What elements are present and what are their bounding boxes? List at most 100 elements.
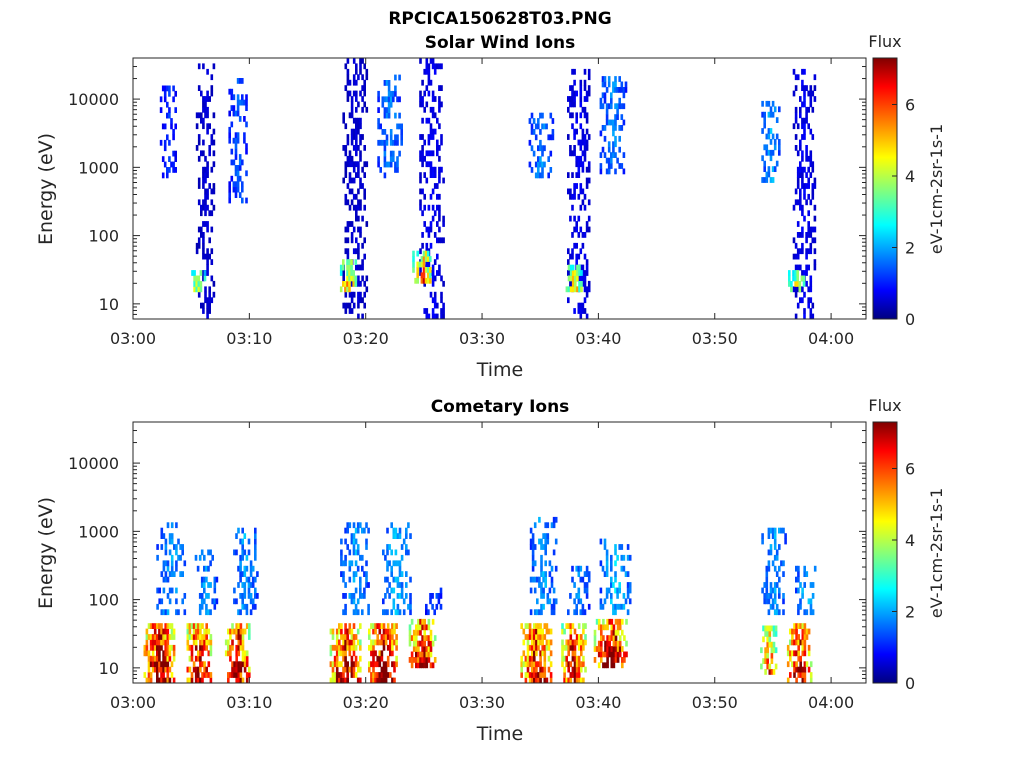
heatmap-cell	[575, 117, 578, 124]
heatmap-cell	[202, 253, 205, 260]
heatmap-cell	[778, 544, 781, 550]
heatmap-cell	[811, 237, 815, 244]
heatmap-cell	[201, 639, 204, 646]
heatmap-cell	[603, 76, 607, 82]
heatmap-cell	[567, 677, 570, 684]
heatmap-cell	[431, 313, 435, 320]
heatmap-cell	[549, 134, 553, 141]
heatmap-cell	[356, 522, 360, 529]
heatmap-cell	[346, 221, 350, 227]
heatmap-cell	[622, 87, 626, 93]
heatmap-cell	[794, 270, 797, 276]
heatmap-cell	[549, 650, 553, 657]
heatmap-cell	[548, 571, 552, 577]
heatmap-cell	[561, 644, 564, 651]
heatmap-cell	[761, 155, 764, 162]
heatmap-cell	[206, 297, 209, 304]
heatmap-cell	[338, 661, 341, 668]
heatmap-cell	[352, 544, 356, 550]
heatmap-cell	[342, 112, 345, 119]
heatmap-cell	[243, 628, 247, 635]
heatmap-cell	[522, 661, 526, 668]
heatmap-cell	[603, 135, 607, 142]
heatmap-cell	[522, 639, 526, 646]
heatmap-cell	[587, 74, 591, 81]
heatmap-cell	[583, 270, 587, 276]
heatmap-cell	[201, 677, 204, 684]
heatmap-cell	[344, 582, 347, 588]
heatmap-cell	[145, 628, 149, 635]
heatmap-cell	[577, 634, 581, 640]
heatmap-cell	[164, 576, 168, 583]
heatmap-cell	[204, 188, 207, 195]
heatmap-cell	[235, 628, 238, 635]
heatmap-cell	[628, 587, 632, 594]
heatmap-cell	[767, 598, 771, 605]
heatmap-cell	[520, 655, 523, 662]
x-tick-label: 03:10	[226, 329, 272, 348]
heatmap-cell	[567, 188, 570, 195]
heatmap-cell	[431, 618, 435, 625]
heatmap-cell	[587, 215, 591, 222]
heatmap-cell	[585, 582, 589, 588]
heatmap-cell	[197, 63, 201, 70]
heatmap-cell	[549, 677, 553, 684]
heatmap-cell	[352, 90, 356, 97]
heatmap-cell	[580, 286, 583, 293]
heatmap-cell	[809, 128, 813, 135]
heatmap-cell	[809, 598, 813, 605]
heatmap-cell	[605, 157, 609, 164]
heatmap-cell	[385, 139, 389, 146]
heatmap-cell	[433, 275, 437, 282]
heatmap-cell	[199, 677, 202, 684]
heatmap-cell	[766, 636, 769, 643]
heatmap-cell	[412, 629, 416, 636]
heatmap-cell	[386, 628, 390, 635]
heatmap-cell	[550, 603, 554, 610]
heatmap-cell	[543, 161, 546, 168]
heatmap-cell	[204, 204, 207, 211]
heatmap-cell	[168, 571, 172, 577]
heatmap-cell	[160, 666, 163, 673]
heatmap-cell	[195, 286, 198, 293]
heatmap-cell	[575, 172, 578, 178]
heatmap-cell	[551, 134, 555, 141]
heatmap-cell	[429, 272, 432, 279]
heatmap-cell	[409, 598, 412, 605]
heatmap-cell	[145, 634, 149, 640]
heatmap-cell	[168, 623, 172, 629]
heatmap-cell	[365, 221, 369, 227]
heatmap-cell	[431, 215, 435, 222]
heatmap-cell	[236, 110, 240, 117]
heatmap-cell	[346, 677, 349, 684]
heatmap-cell	[805, 112, 808, 119]
heatmap-cell	[809, 199, 813, 206]
heatmap-cell	[583, 68, 587, 75]
heatmap-cell	[352, 58, 356, 64]
heatmap-cell	[620, 554, 624, 561]
heatmap-cell	[425, 117, 429, 124]
heatmap-cell	[168, 644, 172, 651]
heatmap-cell	[149, 672, 153, 678]
heatmap-cell	[206, 264, 209, 271]
heatmap-cell	[784, 533, 787, 539]
heatmap-cell	[344, 161, 348, 168]
heatmap-cell	[436, 150, 439, 157]
heatmap-cell	[359, 183, 362, 189]
heatmap-cell	[175, 544, 178, 550]
heatmap-cell	[200, 210, 203, 217]
heatmap-cell	[158, 661, 161, 668]
heatmap-cell	[372, 666, 375, 673]
heatmap-cell	[531, 549, 535, 556]
heatmap-cell	[357, 215, 360, 222]
heatmap-cell	[344, 193, 348, 200]
heatmap-cell	[585, 259, 589, 265]
heatmap-cell	[431, 150, 435, 157]
heatmap-cell	[417, 651, 420, 658]
heatmap-cell	[794, 286, 798, 293]
heatmap-cell	[567, 661, 570, 668]
heatmap-cell	[158, 634, 161, 640]
heatmap-cell	[766, 652, 769, 659]
heatmap-cell	[426, 272, 430, 279]
heatmap-cell	[241, 538, 244, 545]
